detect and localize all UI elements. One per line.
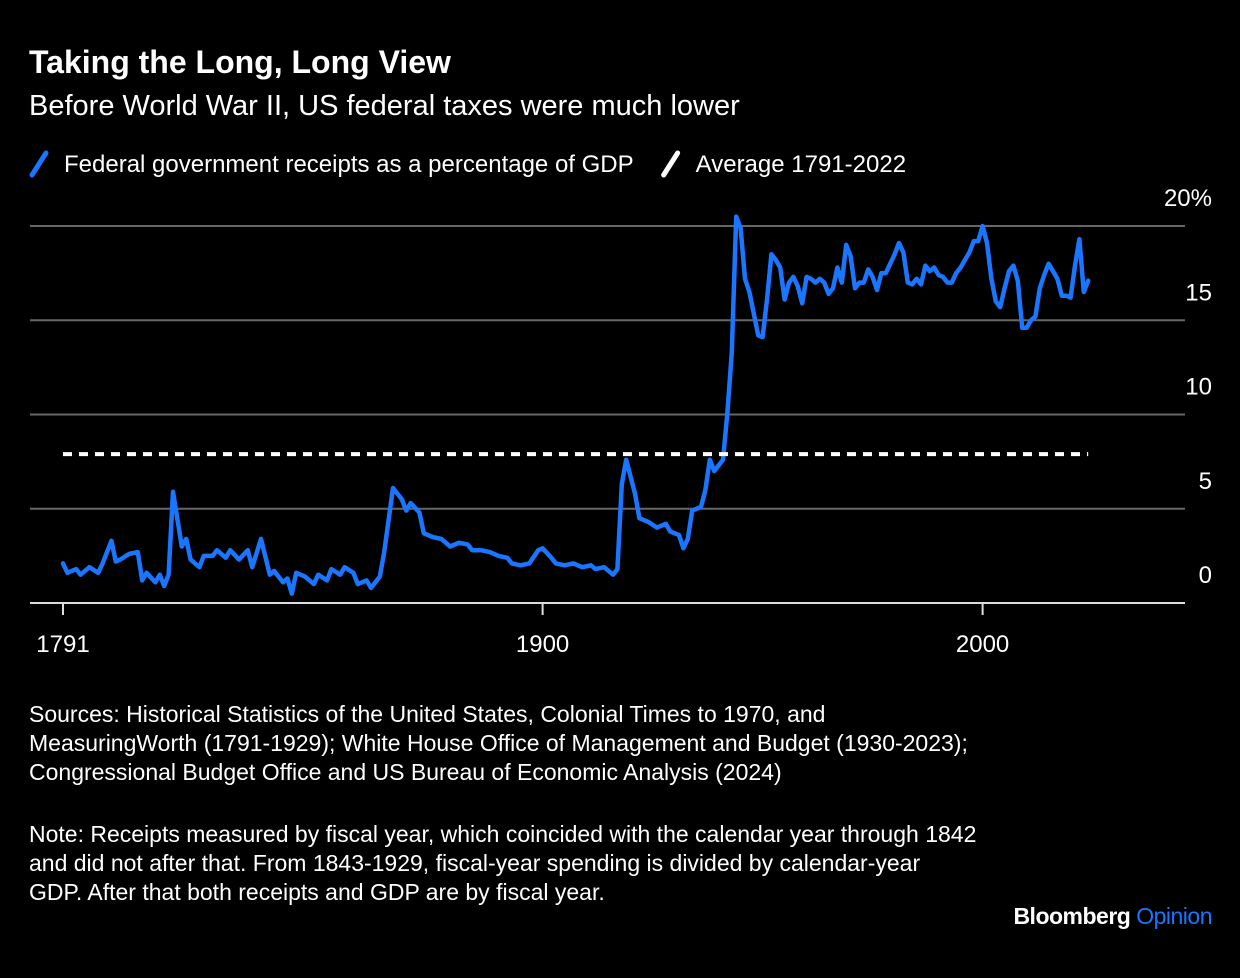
sources: Sources: Historical Statistics of the Un… [29,701,968,785]
y-tick-label: 15 [1185,279,1212,306]
legend-label: Average 1791-2022 [696,151,906,178]
brand: Bloomberg Opinion [1013,903,1212,930]
x-tick-label: 1791 [36,631,89,658]
legend-swatch [29,150,49,178]
note: Note: Receipts measured by fiscal year, … [29,821,977,905]
x-tick-label: 2000 [956,631,1009,658]
data-line [60,214,1091,596]
chart-title: Taking the Long, Long View [29,44,451,80]
y-tick-label: 20% [1164,185,1212,212]
y-tick-label: 5 [1199,468,1212,495]
x-tick-label: 1900 [516,631,569,658]
y-tick-label: 10 [1185,374,1212,401]
brand-name: Bloomberg [1013,903,1131,929]
y-tick-label: 0 [1199,562,1212,589]
chart-subtitle: Before World War II, US federal taxes we… [29,90,740,122]
brand-section: Opinion [1136,903,1212,929]
legend-label: Federal government receipts as a percent… [64,151,634,178]
legend-swatch [661,150,681,178]
